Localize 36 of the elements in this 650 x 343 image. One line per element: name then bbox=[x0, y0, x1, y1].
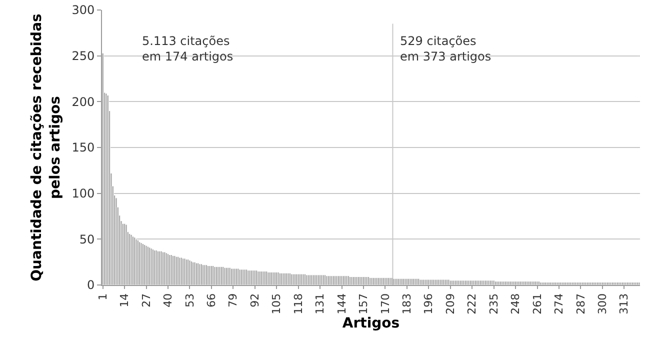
x-tick-label: 66 bbox=[205, 293, 218, 308]
x-tick-label: 248 bbox=[509, 293, 522, 314]
x-tick-label: 53 bbox=[183, 293, 196, 308]
x-tick-label: 196 bbox=[422, 293, 436, 314]
annotation: 5.113 citações em 174 artigos bbox=[142, 34, 234, 64]
x-tick-label: 118 bbox=[292, 293, 305, 314]
x-axis-title: Artigos bbox=[342, 316, 400, 332]
x-tick-label: 79 bbox=[226, 293, 240, 308]
x-tick-label: 144 bbox=[335, 293, 348, 314]
x-tick-label: 261 bbox=[530, 293, 544, 314]
x-tick-label: 222 bbox=[466, 293, 479, 314]
y-tick-label: 100 bbox=[72, 186, 95, 201]
x-tick-label: 131 bbox=[314, 293, 327, 314]
y-tick-label: 50 bbox=[79, 232, 95, 246]
y-tick-label: 0 bbox=[86, 278, 95, 292]
y-tick-label: 200 bbox=[72, 94, 95, 109]
x-tick-label: 300 bbox=[596, 293, 609, 314]
x-tick-label: 1 bbox=[96, 293, 110, 300]
x-tick-label: 27 bbox=[140, 293, 153, 308]
y-tick-label: 300 bbox=[72, 3, 95, 18]
x-tick-label: 235 bbox=[487, 293, 500, 314]
x-tick-label: 209 bbox=[444, 293, 457, 314]
x-tick-label: 92 bbox=[248, 293, 262, 308]
x-tick-label: 313 bbox=[618, 293, 631, 314]
x-tick-label: 170 bbox=[378, 293, 392, 314]
annotation: 529 citações em 373 artigos bbox=[400, 34, 492, 64]
x-tick-label: 287 bbox=[574, 293, 588, 314]
x-tick-label: 14 bbox=[118, 293, 132, 308]
x-tick-label: 40 bbox=[162, 293, 175, 308]
y-tick-label: 250 bbox=[72, 49, 95, 64]
x-tick-label: 157 bbox=[357, 293, 370, 314]
x-tick-label: 105 bbox=[270, 293, 284, 314]
y-tick-label: 150 bbox=[72, 140, 95, 155]
x-tick-label: 274 bbox=[552, 293, 566, 314]
x-tick-label: 183 bbox=[400, 293, 414, 314]
y-axis-title: Quantidade de citações recebidas pelos artigos bbox=[29, 14, 64, 282]
